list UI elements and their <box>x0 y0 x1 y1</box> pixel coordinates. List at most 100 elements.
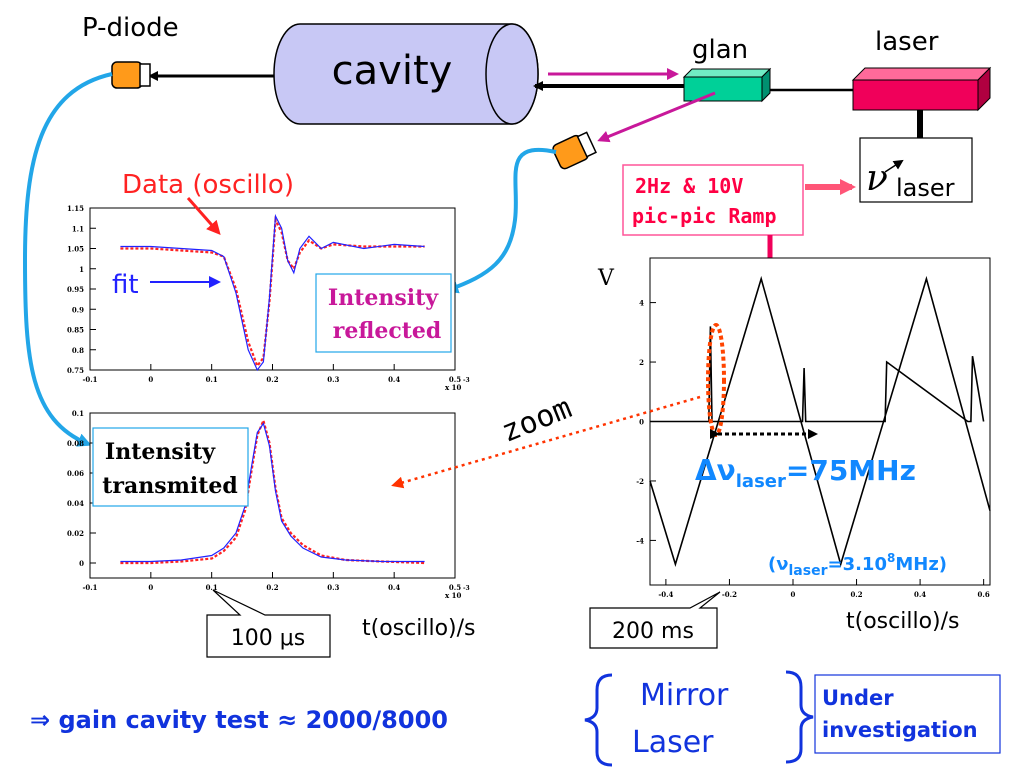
y-tick-label: 0.8 <box>72 346 84 355</box>
laser-box <box>851 66 992 112</box>
nu-laser-box <box>859 137 973 203</box>
nu-laser-sub: laser <box>896 174 955 202</box>
mirror-label: Mirror <box>640 678 729 713</box>
ramp-box <box>622 164 804 236</box>
right-brace-icon <box>785 670 814 764</box>
p-diode-label: P-diode <box>82 13 179 43</box>
reflected-to-diode <box>597 91 716 143</box>
x-tick-label: -0.1 <box>82 375 97 384</box>
callout-200ms <box>589 591 721 649</box>
plot-ramp: -0.4 -0.2 0 0.2 0.4 0.6 -4 -2 0 2 4 <box>636 257 991 599</box>
x-tick-label: 0.5 <box>449 375 461 384</box>
laser-word-label: Laser <box>632 725 714 760</box>
callout-200ms-text: 200 ms <box>612 619 694 644</box>
series-line-fit <box>120 422 425 563</box>
x-tick-label: 0 <box>148 583 153 592</box>
nu-paren-value: =3.10 <box>827 554 887 575</box>
intensity-reflected-line-1: Intensity <box>328 285 439 311</box>
nu-paren-open: (ν <box>768 554 789 575</box>
x-tick-label: 0.3 <box>327 583 339 592</box>
x-tick-label: 0.2 <box>266 375 278 384</box>
intensity-transmited-line-2: transmited <box>102 473 238 499</box>
y-tick-label: 1 <box>79 265 84 274</box>
glan-label: glan <box>692 35 748 65</box>
x-tick-label: -0.2 <box>722 590 737 599</box>
intensity-transmited-box <box>92 427 249 507</box>
y-tick-label: 0.9 <box>72 305 84 314</box>
cable-transmission <box>22 72 113 447</box>
x-tick-label: 0 <box>791 590 796 599</box>
data-oscillo-label: Data (oscillo) <box>122 170 294 200</box>
x-tick-label: 0.2 <box>850 590 862 599</box>
callout-100us <box>206 589 331 658</box>
y-tick-label: 0.04 <box>67 499 84 508</box>
ramp-line-1: 2Hz & 10V <box>635 174 743 198</box>
gain-conclusion: ⇒ gain cavity test ≈ 2000/8000 <box>30 706 448 734</box>
x-exponent-power: -3 <box>463 377 470 384</box>
under-line-1: Under <box>822 686 894 710</box>
nu-laser-value: (νlaser=3.108MHz) <box>768 551 947 579</box>
delta-prefix: Δν <box>695 454 736 487</box>
t-oscillo-left: t(oscillo)/s <box>362 616 475 641</box>
intensity-reflected-box <box>315 273 452 353</box>
v-axis-label: V <box>597 266 615 291</box>
cavity-cylinder <box>273 23 539 125</box>
p-diode-transmission <box>111 61 151 89</box>
y-tick-label: 2 <box>639 358 644 367</box>
y-tick-label: -2 <box>636 477 644 486</box>
x-exponent-label: x 10 <box>445 591 461 600</box>
intensity-transmited-line-1: Intensity <box>105 439 216 465</box>
x-tick-label: 0.4 <box>914 590 926 599</box>
cavity-label: cavity <box>332 48 453 94</box>
y-tick-label: -4 <box>636 536 644 545</box>
x-tick-label: 0.4 <box>388 375 400 384</box>
callout-100us-text: 100 μs <box>231 626 305 651</box>
nu-symbol: ν <box>866 158 888 199</box>
y-tick-label: 0.85 <box>67 326 84 335</box>
nu-arrow-icon <box>884 159 904 173</box>
y-tick-label: 1.1 <box>72 224 84 233</box>
series-line-fit <box>120 213 425 372</box>
x-tick-label: 0.1 <box>206 375 218 384</box>
y-tick-label: 4 <box>639 299 644 308</box>
zoom-label: zoom <box>497 390 577 450</box>
x-tick-label: 0.5 <box>449 583 461 592</box>
x-tick-label: 0.6 <box>978 590 990 599</box>
y-tick-label: 0 <box>79 559 84 568</box>
x-tick-label: 0.1 <box>206 583 218 592</box>
series-line-data-oscillo- <box>120 417 425 565</box>
intensity-reflected-line-2: reflected <box>333 318 442 344</box>
x-tick-label: 0.3 <box>327 375 339 384</box>
laser-label: laser <box>875 27 939 57</box>
nu-paren-exp: 8 <box>887 551 895 565</box>
nu-paren-unit: MHz) <box>895 554 947 575</box>
x-exponent-power: -3 <box>463 585 470 592</box>
under-investigation-box <box>814 674 1001 754</box>
t-oscillo-right: t(oscillo)/s <box>846 609 959 634</box>
data-oscillo-arrow <box>186 197 221 235</box>
x-exponent-label: x 10 <box>445 383 461 392</box>
p-diode-reflection <box>552 131 597 170</box>
glan-prism <box>682 67 772 103</box>
under-line-2: investigation <box>822 718 978 742</box>
y-tick-label: 0.08 <box>67 439 84 448</box>
fit-label: fit <box>112 270 139 300</box>
delta-nu-label: Δνlaser=75MHz <box>695 454 916 492</box>
y-tick-label: 0 <box>639 418 644 427</box>
y-tick-label: 0.95 <box>67 285 84 294</box>
x-tick-label: -0.4 <box>658 590 673 599</box>
y-tick-label: 0.02 <box>67 529 84 538</box>
y-tick-label: 0.06 <box>67 469 84 478</box>
ramp-line-2: pic-pic Ramp <box>632 204 777 228</box>
y-tick-label: 1.15 <box>67 204 84 213</box>
y-tick-label: 0.1 <box>72 409 84 418</box>
x-tick-label: 0.2 <box>266 583 278 592</box>
delta-value: =75MHz <box>786 454 916 487</box>
x-tick-label: 0.4 <box>388 583 400 592</box>
cable-reflection <box>444 148 557 294</box>
left-brace-icon <box>584 673 613 767</box>
y-tick-label: 1.05 <box>67 245 84 254</box>
x-tick-label: 0 <box>148 375 153 384</box>
